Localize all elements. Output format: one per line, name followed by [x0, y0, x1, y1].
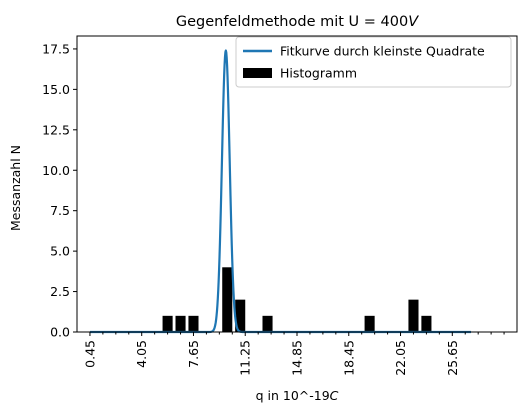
y-tick-label: 12.5: [42, 122, 70, 137]
fit-layer: [89, 49, 472, 334]
x-axis-label: q in 10^-19C: [256, 388, 339, 403]
y-axis-label: Messanzahl N: [8, 145, 23, 231]
histogram-bar: [262, 315, 273, 332]
legend: Fitkurve durch kleinste Quadrate Histogr…: [235, 36, 512, 88]
histogram-bar: [235, 299, 246, 332]
y-tick-label: 5.0: [50, 244, 70, 259]
x-tick-label: 7.65: [186, 340, 201, 368]
histogram-bar: [421, 315, 432, 332]
x-tick-label: 14.85: [290, 340, 305, 376]
chart-title: Gegenfeldmethode mit U = 400V: [176, 14, 419, 30]
histogram-bar: [364, 315, 375, 332]
x-tick-label: 4.05: [134, 340, 149, 368]
legend-histogram-label: Histogramm: [280, 66, 357, 81]
legend-fit-label: Fitkurve durch kleinste Quadrate: [280, 44, 485, 59]
fit-curve-line: [89, 49, 472, 334]
histogram-bar: [408, 299, 419, 332]
x-tick-label: 18.45: [341, 340, 356, 376]
y-tick-label: 17.5: [42, 41, 70, 56]
bars-layer: [162, 267, 432, 332]
x-tick-label: 25.65: [445, 340, 460, 376]
y-tick-label: 0.0: [50, 325, 70, 340]
histogram-bar: [162, 315, 173, 332]
x-tick-label: 11.25: [238, 340, 253, 376]
ticks-layer: 0.0 2.5 5.0 7.5 10.0 12.5 15.0 17.5 0.45 4.05 7.65…: [42, 41, 505, 376]
legend-box: [235, 36, 512, 88]
y-tick-label: 10.0: [42, 163, 70, 178]
y-tick-label: 7.5: [50, 203, 70, 218]
histogram-bar: [222, 267, 233, 332]
legend-histogram-swatch: [243, 68, 272, 78]
x-tick-label: 0.45: [82, 340, 97, 368]
histogram-bar: [188, 315, 199, 332]
y-tick-label: 15.0: [42, 82, 70, 97]
histogram-bar: [175, 315, 186, 332]
y-tick-label: 2.5: [50, 284, 70, 299]
x-tick-label: 22.05: [393, 340, 408, 376]
